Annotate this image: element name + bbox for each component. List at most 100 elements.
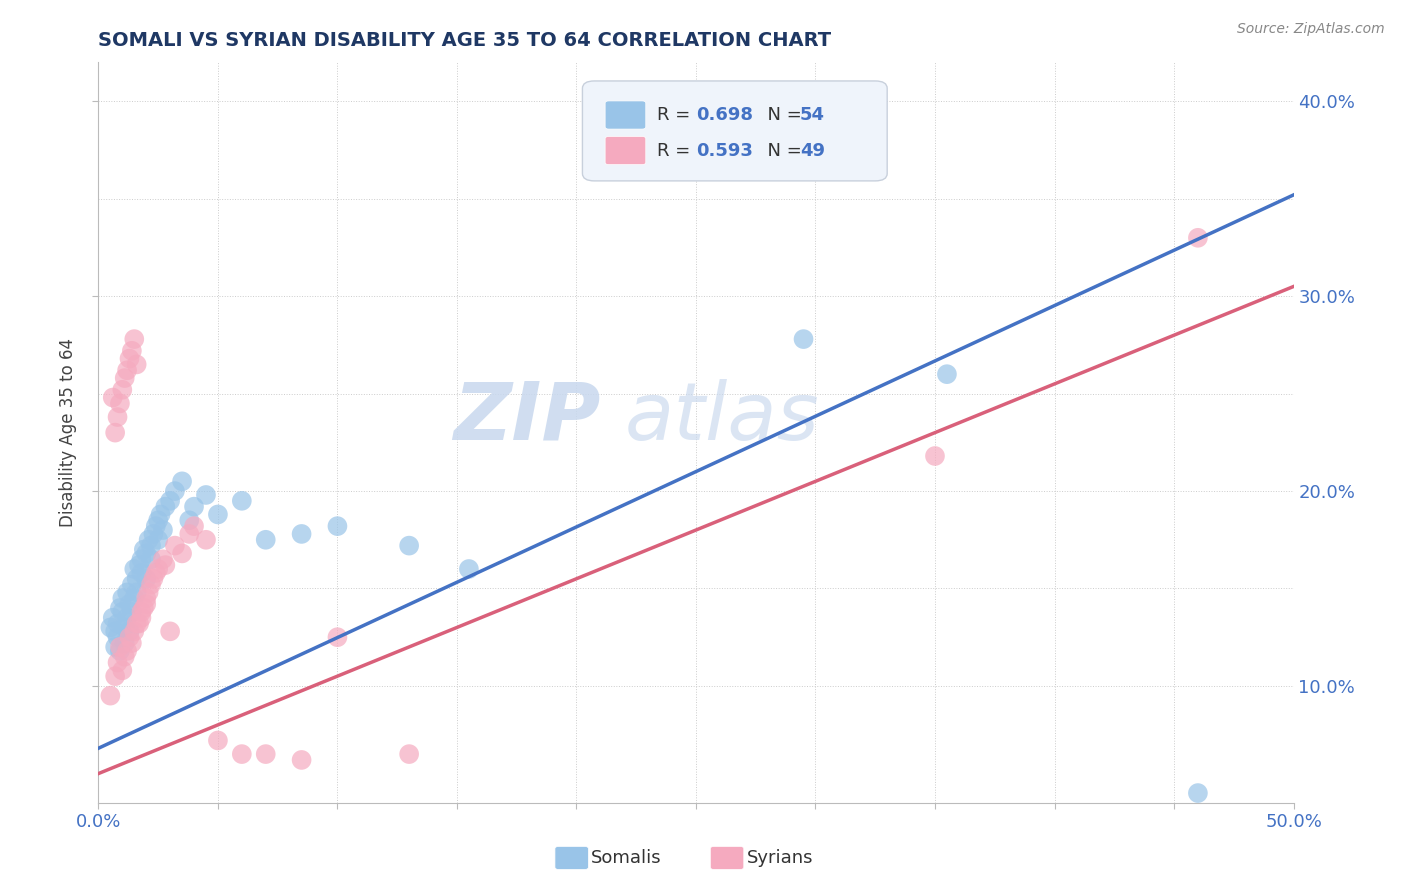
Point bbox=[115, 610, 138, 624]
Point bbox=[163, 539, 186, 553]
Text: 54: 54 bbox=[800, 106, 825, 124]
Point bbox=[114, 636, 136, 650]
Text: 0.593: 0.593 bbox=[696, 142, 752, 160]
Point bbox=[138, 585, 160, 599]
Point bbox=[121, 577, 143, 591]
Point bbox=[254, 533, 277, 547]
Point bbox=[132, 601, 155, 615]
Point bbox=[125, 572, 148, 586]
Point bbox=[149, 508, 172, 522]
FancyBboxPatch shape bbox=[605, 136, 645, 165]
Point bbox=[1187, 231, 1209, 245]
Text: atlas: atlas bbox=[624, 379, 820, 457]
Point bbox=[104, 425, 127, 440]
Text: 0.698: 0.698 bbox=[696, 106, 754, 124]
Point bbox=[107, 656, 129, 670]
FancyBboxPatch shape bbox=[582, 81, 887, 181]
Point bbox=[145, 519, 167, 533]
Point bbox=[131, 566, 153, 580]
FancyBboxPatch shape bbox=[555, 847, 589, 870]
FancyBboxPatch shape bbox=[710, 847, 744, 870]
Point bbox=[104, 624, 127, 639]
Point bbox=[101, 391, 124, 405]
Point bbox=[115, 644, 138, 658]
Text: 49: 49 bbox=[800, 142, 825, 160]
Text: Syrians: Syrians bbox=[748, 848, 814, 867]
Point bbox=[924, 449, 946, 463]
Point bbox=[114, 649, 136, 664]
Point bbox=[121, 636, 143, 650]
Point bbox=[118, 351, 141, 366]
Point bbox=[148, 562, 170, 576]
Point bbox=[155, 500, 177, 514]
Point bbox=[254, 747, 277, 761]
Point bbox=[104, 640, 127, 654]
Point bbox=[124, 562, 146, 576]
Point bbox=[159, 493, 181, 508]
Point bbox=[139, 552, 162, 566]
Point bbox=[114, 371, 136, 385]
Point bbox=[111, 383, 134, 397]
Point bbox=[458, 562, 481, 576]
Point bbox=[132, 542, 155, 557]
Point bbox=[152, 523, 174, 537]
Point bbox=[398, 539, 420, 553]
Point bbox=[291, 527, 314, 541]
Text: N =: N = bbox=[756, 142, 807, 160]
Point bbox=[124, 332, 146, 346]
Text: Source: ZipAtlas.com: Source: ZipAtlas.com bbox=[1237, 22, 1385, 37]
Point bbox=[131, 610, 153, 624]
Point bbox=[142, 572, 165, 586]
Text: R =: R = bbox=[657, 106, 696, 124]
Point bbox=[139, 539, 162, 553]
FancyBboxPatch shape bbox=[605, 101, 645, 129]
Point bbox=[118, 624, 141, 639]
Point bbox=[98, 620, 122, 634]
Text: Somalis: Somalis bbox=[591, 848, 661, 867]
Point bbox=[111, 663, 134, 677]
Point bbox=[145, 566, 167, 580]
Point bbox=[128, 558, 150, 573]
Point bbox=[936, 367, 959, 381]
Point bbox=[207, 733, 229, 747]
Point bbox=[125, 585, 148, 599]
Point bbox=[142, 527, 165, 541]
Point bbox=[124, 591, 146, 606]
Point bbox=[101, 610, 124, 624]
Point bbox=[179, 527, 201, 541]
Point bbox=[207, 508, 229, 522]
Point bbox=[121, 605, 143, 619]
Point bbox=[135, 546, 157, 560]
Point bbox=[115, 585, 138, 599]
Point bbox=[159, 624, 181, 639]
Text: SOMALI VS SYRIAN DISABILITY AGE 35 TO 64 CORRELATION CHART: SOMALI VS SYRIAN DISABILITY AGE 35 TO 64… bbox=[98, 30, 831, 50]
Point bbox=[108, 396, 131, 410]
Point bbox=[195, 488, 218, 502]
Point bbox=[131, 552, 153, 566]
Point bbox=[183, 500, 205, 514]
Point bbox=[107, 616, 129, 631]
Point bbox=[111, 591, 134, 606]
Point bbox=[163, 484, 186, 499]
Point bbox=[115, 363, 138, 377]
Point bbox=[135, 572, 157, 586]
Point bbox=[135, 597, 157, 611]
Point bbox=[108, 601, 131, 615]
Text: ZIP: ZIP bbox=[453, 379, 600, 457]
Point bbox=[148, 533, 170, 547]
Point bbox=[172, 475, 194, 489]
Point bbox=[179, 513, 201, 527]
Text: N =: N = bbox=[756, 106, 807, 124]
Point bbox=[793, 332, 815, 346]
Point bbox=[138, 533, 160, 547]
Point bbox=[131, 605, 153, 619]
Point bbox=[291, 753, 314, 767]
Point bbox=[135, 591, 157, 606]
Point bbox=[108, 644, 131, 658]
Point bbox=[108, 640, 131, 654]
Point bbox=[231, 493, 253, 508]
Point bbox=[152, 552, 174, 566]
Point bbox=[111, 605, 134, 619]
Y-axis label: Disability Age 35 to 64: Disability Age 35 to 64 bbox=[59, 338, 77, 527]
Point bbox=[398, 747, 420, 761]
